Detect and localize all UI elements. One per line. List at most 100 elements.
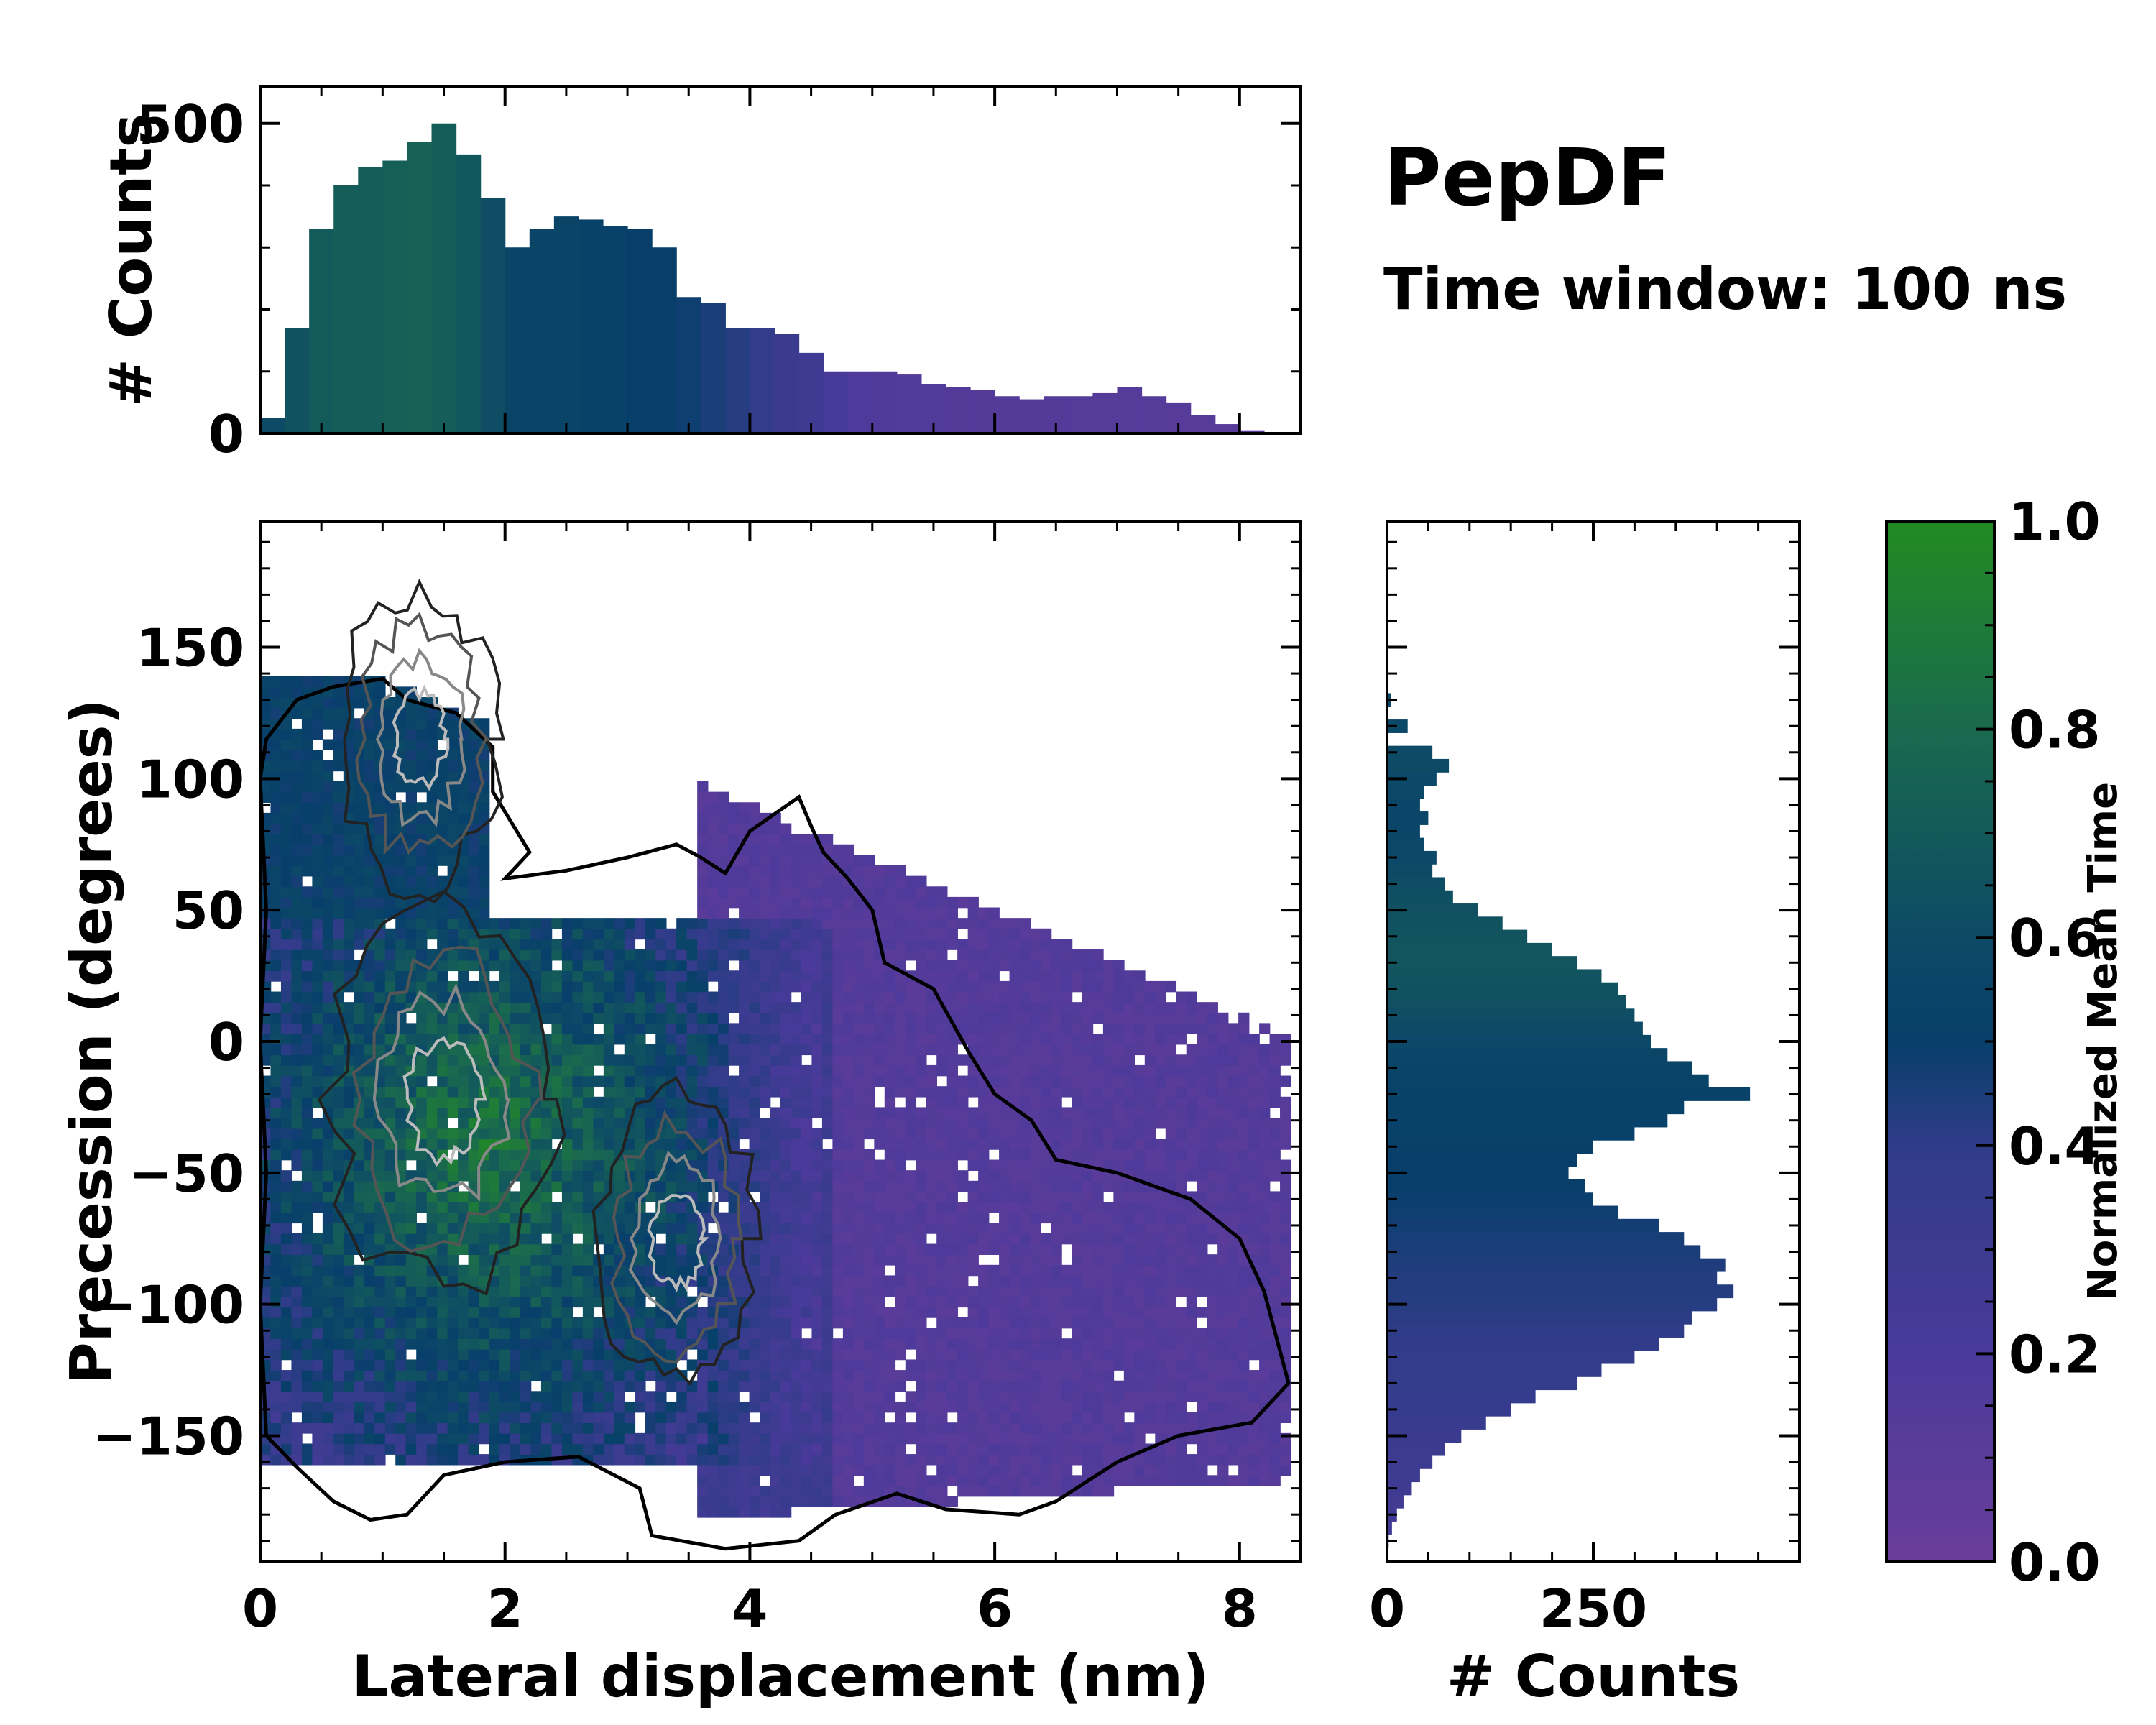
heatmap-cell xyxy=(561,918,573,929)
heatmap-cell xyxy=(270,1233,282,1245)
heatmap-cell xyxy=(614,1180,625,1192)
heatmap-cell xyxy=(842,1286,854,1297)
heatmap-cell xyxy=(645,1107,657,1118)
heatmap-cell xyxy=(312,844,323,856)
heatmap-cell xyxy=(884,1338,896,1350)
top-hist-bar xyxy=(774,334,800,433)
heatmap-cell xyxy=(479,1170,490,1182)
heatmap-cell xyxy=(405,1338,417,1350)
heatmap-cell xyxy=(1061,1338,1073,1350)
heatmap-cell xyxy=(1061,1275,1073,1287)
heatmap-cell xyxy=(697,1317,709,1329)
heatmap-cell xyxy=(280,980,292,993)
heatmap-cell xyxy=(801,1118,813,1129)
heatmap-cell xyxy=(582,1401,594,1413)
heatmap-cell xyxy=(530,1338,542,1350)
heatmap-cell xyxy=(582,1359,594,1371)
heatmap-cell xyxy=(946,1370,958,1381)
heatmap-cell xyxy=(926,1044,937,1056)
heatmap-cell xyxy=(1072,949,1083,961)
heatmap-cell xyxy=(999,1370,1010,1381)
heatmap-cell xyxy=(739,855,750,866)
heatmap-cell xyxy=(447,770,459,782)
heatmap-cell xyxy=(312,718,323,730)
heatmap-cell xyxy=(760,1443,771,1455)
heatmap-cell xyxy=(665,1138,677,1150)
heatmap-cell xyxy=(821,1012,834,1024)
heatmap-cell xyxy=(801,1086,813,1098)
heatmap-cell xyxy=(468,1044,479,1056)
heatmap-cell xyxy=(988,918,1000,929)
heatmap-cell xyxy=(624,1202,636,1213)
heatmap-cell xyxy=(863,1180,875,1192)
heatmap-cell xyxy=(718,791,729,804)
heatmap-cell xyxy=(853,1296,865,1308)
heatmap-cell xyxy=(1051,1443,1062,1455)
heatmap-cell xyxy=(333,1034,344,1045)
heatmap-cell xyxy=(530,1296,542,1308)
heatmap-cell xyxy=(760,918,771,929)
heatmap-cell xyxy=(520,939,532,950)
heatmap-cell xyxy=(749,1170,760,1182)
heatmap-cell xyxy=(405,1412,417,1424)
heatmap-cell xyxy=(384,1401,397,1413)
heatmap-cell xyxy=(551,1443,563,1455)
heatmap-cell xyxy=(957,980,969,993)
heatmap-cell xyxy=(770,875,781,888)
heatmap-cell xyxy=(739,875,750,888)
heatmap-cell xyxy=(916,1054,927,1066)
heatmap-cell xyxy=(364,1064,376,1077)
heatmap-cell xyxy=(468,1075,479,1087)
heatmap-cell xyxy=(946,1286,958,1297)
heatmap-cell xyxy=(624,1359,636,1371)
heatmap-cell xyxy=(343,1412,355,1424)
heatmap-cell xyxy=(301,1023,313,1034)
heatmap-cell xyxy=(863,865,875,877)
heatmap-cell xyxy=(479,1138,490,1150)
heatmap-cell xyxy=(665,1348,677,1361)
heatmap-cell xyxy=(572,1243,584,1255)
heatmap-cell xyxy=(853,1202,865,1213)
heatmap-cell xyxy=(624,1338,636,1350)
heatmap-cell xyxy=(905,1233,917,1245)
heatmap-cell xyxy=(749,1023,760,1034)
heatmap-cell xyxy=(978,1264,990,1276)
heatmap-cell xyxy=(988,1170,1000,1182)
heatmap-cell xyxy=(760,1012,771,1024)
heatmap-cell xyxy=(842,1128,854,1140)
heatmap-cell xyxy=(801,907,813,919)
heatmap-cell xyxy=(479,939,490,950)
heatmap-cell xyxy=(1061,960,1073,972)
heatmap-cell xyxy=(635,1002,646,1013)
heatmap-cell xyxy=(384,1328,397,1339)
heatmap-cell xyxy=(988,1202,1000,1213)
heatmap-cell xyxy=(333,1254,344,1266)
heatmap-cell xyxy=(1051,1138,1062,1150)
heatmap-cell xyxy=(718,886,729,898)
heatmap-cell xyxy=(364,875,376,888)
heatmap-cell xyxy=(322,1328,334,1339)
heatmap-cell xyxy=(603,1243,615,1255)
heatmap-cell xyxy=(333,1233,344,1245)
heatmap-cell xyxy=(853,865,865,877)
heatmap-cell xyxy=(416,1370,428,1381)
heatmap-cell xyxy=(301,1370,313,1381)
heatmap-cell xyxy=(1051,1212,1062,1224)
heatmap-cell xyxy=(978,1443,990,1455)
heatmap-cell xyxy=(426,1432,438,1445)
heatmap-cell xyxy=(603,1307,615,1318)
heatmap-cell xyxy=(874,1012,885,1024)
heatmap-cell xyxy=(1092,1075,1104,1087)
heatmap-cell xyxy=(1041,1307,1052,1318)
heatmap-cell xyxy=(405,1401,417,1413)
heatmap-cell xyxy=(905,928,917,940)
heatmap-cell xyxy=(863,1317,875,1329)
heatmap-cell xyxy=(1009,1422,1021,1434)
heatmap-cell xyxy=(760,939,771,950)
heatmap-cell xyxy=(1051,1412,1062,1424)
heatmap-cell xyxy=(905,1075,917,1087)
heatmap-cell xyxy=(874,1034,885,1045)
heatmap-cell xyxy=(364,1107,376,1118)
heatmap-cell xyxy=(842,1002,854,1013)
heatmap-cell xyxy=(936,1243,948,1255)
